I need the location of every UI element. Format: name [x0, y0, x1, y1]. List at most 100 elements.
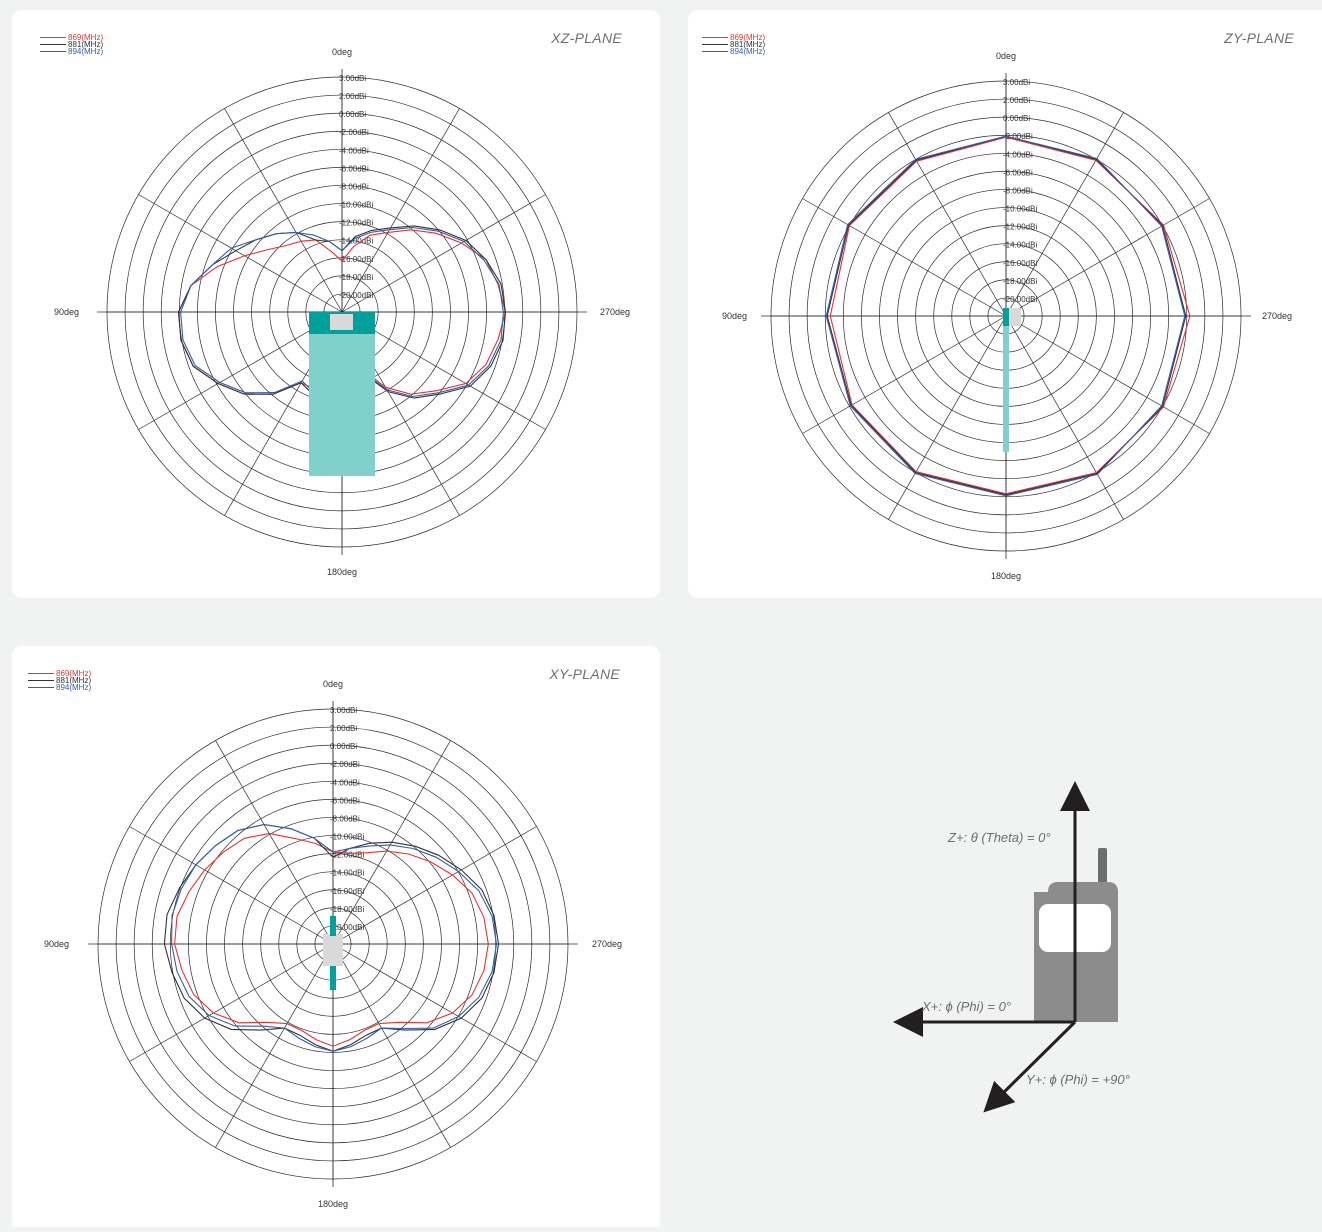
ring-label: -2.00dBi — [339, 128, 369, 137]
legend-label: 881(MHz) — [68, 40, 104, 49]
plane-label-zy: ZY-PLANE — [1224, 30, 1294, 46]
ring-label: -14.00dBi — [1003, 241, 1037, 250]
grid-spoke — [1005, 315, 1124, 520]
ring-label: -6.00dBi — [330, 796, 360, 805]
angle-label-270: 270deg — [1262, 311, 1292, 321]
legend-item: 881(MHz) — [40, 40, 104, 49]
angle-label-270: 270deg — [592, 939, 622, 949]
orientation-diagram: Z+: θ (Theta) = 0° X+: ϕ (Phi) = 0° Y+: … — [690, 640, 1322, 1227]
ring-label: -18.00dBi — [1003, 277, 1037, 286]
legend-swatch — [40, 37, 66, 38]
ring-label: -2.00dBi — [330, 760, 360, 769]
grid-spoke — [802, 198, 1007, 317]
ring-label: -20.00dBi — [330, 923, 364, 932]
legend-item: 894(MHz) — [702, 48, 765, 56]
legend-item: 869(MHz) — [702, 33, 766, 42]
device-edge — [1003, 308, 1009, 326]
grid-spoke — [215, 943, 334, 1148]
legend-item: 869(MHz) — [40, 33, 104, 42]
y-axis-label: Y+: ϕ (Phi) = +90° — [1026, 1072, 1130, 1087]
ring-label: -18.00dBi — [339, 273, 373, 282]
grid-spoke — [224, 108, 343, 313]
y-axis-arrow — [983, 1020, 1077, 1113]
legend-swatch — [40, 44, 66, 45]
legend-xy: 869(MHz) 881(MHz) 894(MHz) — [28, 669, 92, 692]
legend-label: 869(MHz) — [56, 669, 92, 678]
ring-label: -4.00dBi — [1003, 150, 1033, 159]
ring-label: -12.00dBi — [1003, 223, 1037, 232]
legend-zy: 869(MHz) 881(MHz) 894(MHz) — [702, 33, 766, 56]
device-body — [1003, 326, 1009, 452]
legend-swatch — [28, 687, 54, 688]
ring-label: -20.00dBi — [1003, 295, 1037, 304]
angle-label-270: 270deg — [600, 307, 630, 317]
ring-label: 0.00dBi — [330, 742, 357, 751]
legend-label: 869(MHz) — [730, 33, 766, 42]
legend-item: 894(MHz) — [40, 47, 104, 56]
legend-label: 881(MHz) — [56, 676, 92, 685]
polar-chart-panel-xy: 3.00dBi 2.00dBi 0.00dBi -2.00dBi -4.00dBi -6.… — [12, 646, 660, 1227]
legend-swatch — [28, 680, 54, 681]
grid-spoke — [332, 943, 451, 1148]
ring-label: -10.00dBi — [339, 201, 373, 210]
grid-spoke — [341, 311, 546, 430]
grid-spoke — [1005, 112, 1124, 317]
grid-spoke — [1005, 315, 1210, 434]
ring-label: 0.00dBi — [1003, 114, 1030, 123]
angle-label-0: 0deg — [332, 47, 352, 57]
angle-label-180: 180deg — [327, 567, 357, 577]
ring-label: -14.00dBi — [339, 237, 373, 246]
orientation-axes — [893, 781, 1118, 1113]
legend-swatch — [702, 44, 728, 45]
ring-label: -16.00dBi — [1003, 259, 1037, 268]
ring-label: -8.00dBi — [330, 814, 360, 823]
legend-label: 894(MHz) — [68, 47, 104, 56]
z-axis-label: Z+: θ (Theta) = 0° — [948, 830, 1051, 845]
legend-item: 881(MHz) — [28, 676, 92, 685]
device-body — [323, 934, 343, 966]
grid-spoke — [215, 740, 334, 945]
series-line-869(MHz) — [174, 832, 489, 1047]
ring-label: -16.00dBi — [339, 255, 373, 264]
grid-spoke — [332, 943, 537, 1062]
angle-label-180: 180deg — [991, 571, 1021, 581]
angle-label-0: 0deg — [996, 51, 1016, 61]
ring-label: 0.00dBi — [339, 110, 366, 119]
legend-item: 894(MHz) — [28, 684, 91, 692]
grid-spoke — [888, 112, 1007, 317]
grid-spoke — [129, 826, 334, 945]
ring-label: -6.00dBi — [339, 164, 369, 173]
grid-spoke — [332, 826, 537, 945]
ring-label: -6.00dBi — [1003, 168, 1033, 177]
angle-label-90: 90deg — [722, 311, 747, 321]
ring-label: -16.00dBi — [330, 887, 364, 896]
x-axis-label: X+: ϕ (Phi) = 0° — [922, 999, 1012, 1014]
legend-item: 881(MHz) — [702, 41, 765, 49]
legend-item: 869(MHz) — [28, 669, 92, 678]
grid-spoke — [1005, 198, 1210, 317]
angle-label-180: 180deg — [318, 1199, 348, 1209]
ring-label: -10.00dBi — [330, 833, 364, 842]
polar-chart-xy: 3.00dBi 2.00dBi 0.00dBi -2.00dBi -4.00dBi -6.… — [44, 679, 622, 1209]
grid-spoke — [341, 194, 546, 313]
device-speaker — [330, 314, 353, 330]
plane-label-xz: XZ-PLANE — [551, 30, 622, 46]
ring-label: -12.00dBi — [339, 219, 373, 228]
ring-label: 3.00dBi — [1003, 78, 1030, 87]
series-line-869(MHz) — [829, 136, 1191, 495]
ring-label: -18.00dBi — [330, 905, 364, 914]
ring-label: 2.00dBi — [1003, 96, 1030, 105]
legend-swatch — [702, 37, 728, 38]
angle-label-90: 90deg — [44, 939, 69, 949]
legend-swatch — [40, 51, 66, 52]
ring-label: -10.00dBi — [1003, 205, 1037, 214]
polar-chart-panel-xz: 3.00dBi 2.00dBi 0.00dBi -2.00dBi -4.00dBi -6.… — [12, 10, 660, 598]
phone-antenna — [1098, 848, 1107, 884]
ring-label: -8.00dBi — [339, 182, 369, 191]
grid-spoke — [129, 943, 334, 1062]
series-line-881(MHz) — [826, 135, 1187, 496]
legend-swatch — [702, 51, 728, 52]
polar-chart-xz: 3.00dBi 2.00dBi 0.00dBi -2.00dBi -4.00dBi -6.… — [54, 47, 630, 577]
grid-spoke — [802, 315, 1007, 434]
legend-label: 869(MHz) — [68, 33, 104, 42]
